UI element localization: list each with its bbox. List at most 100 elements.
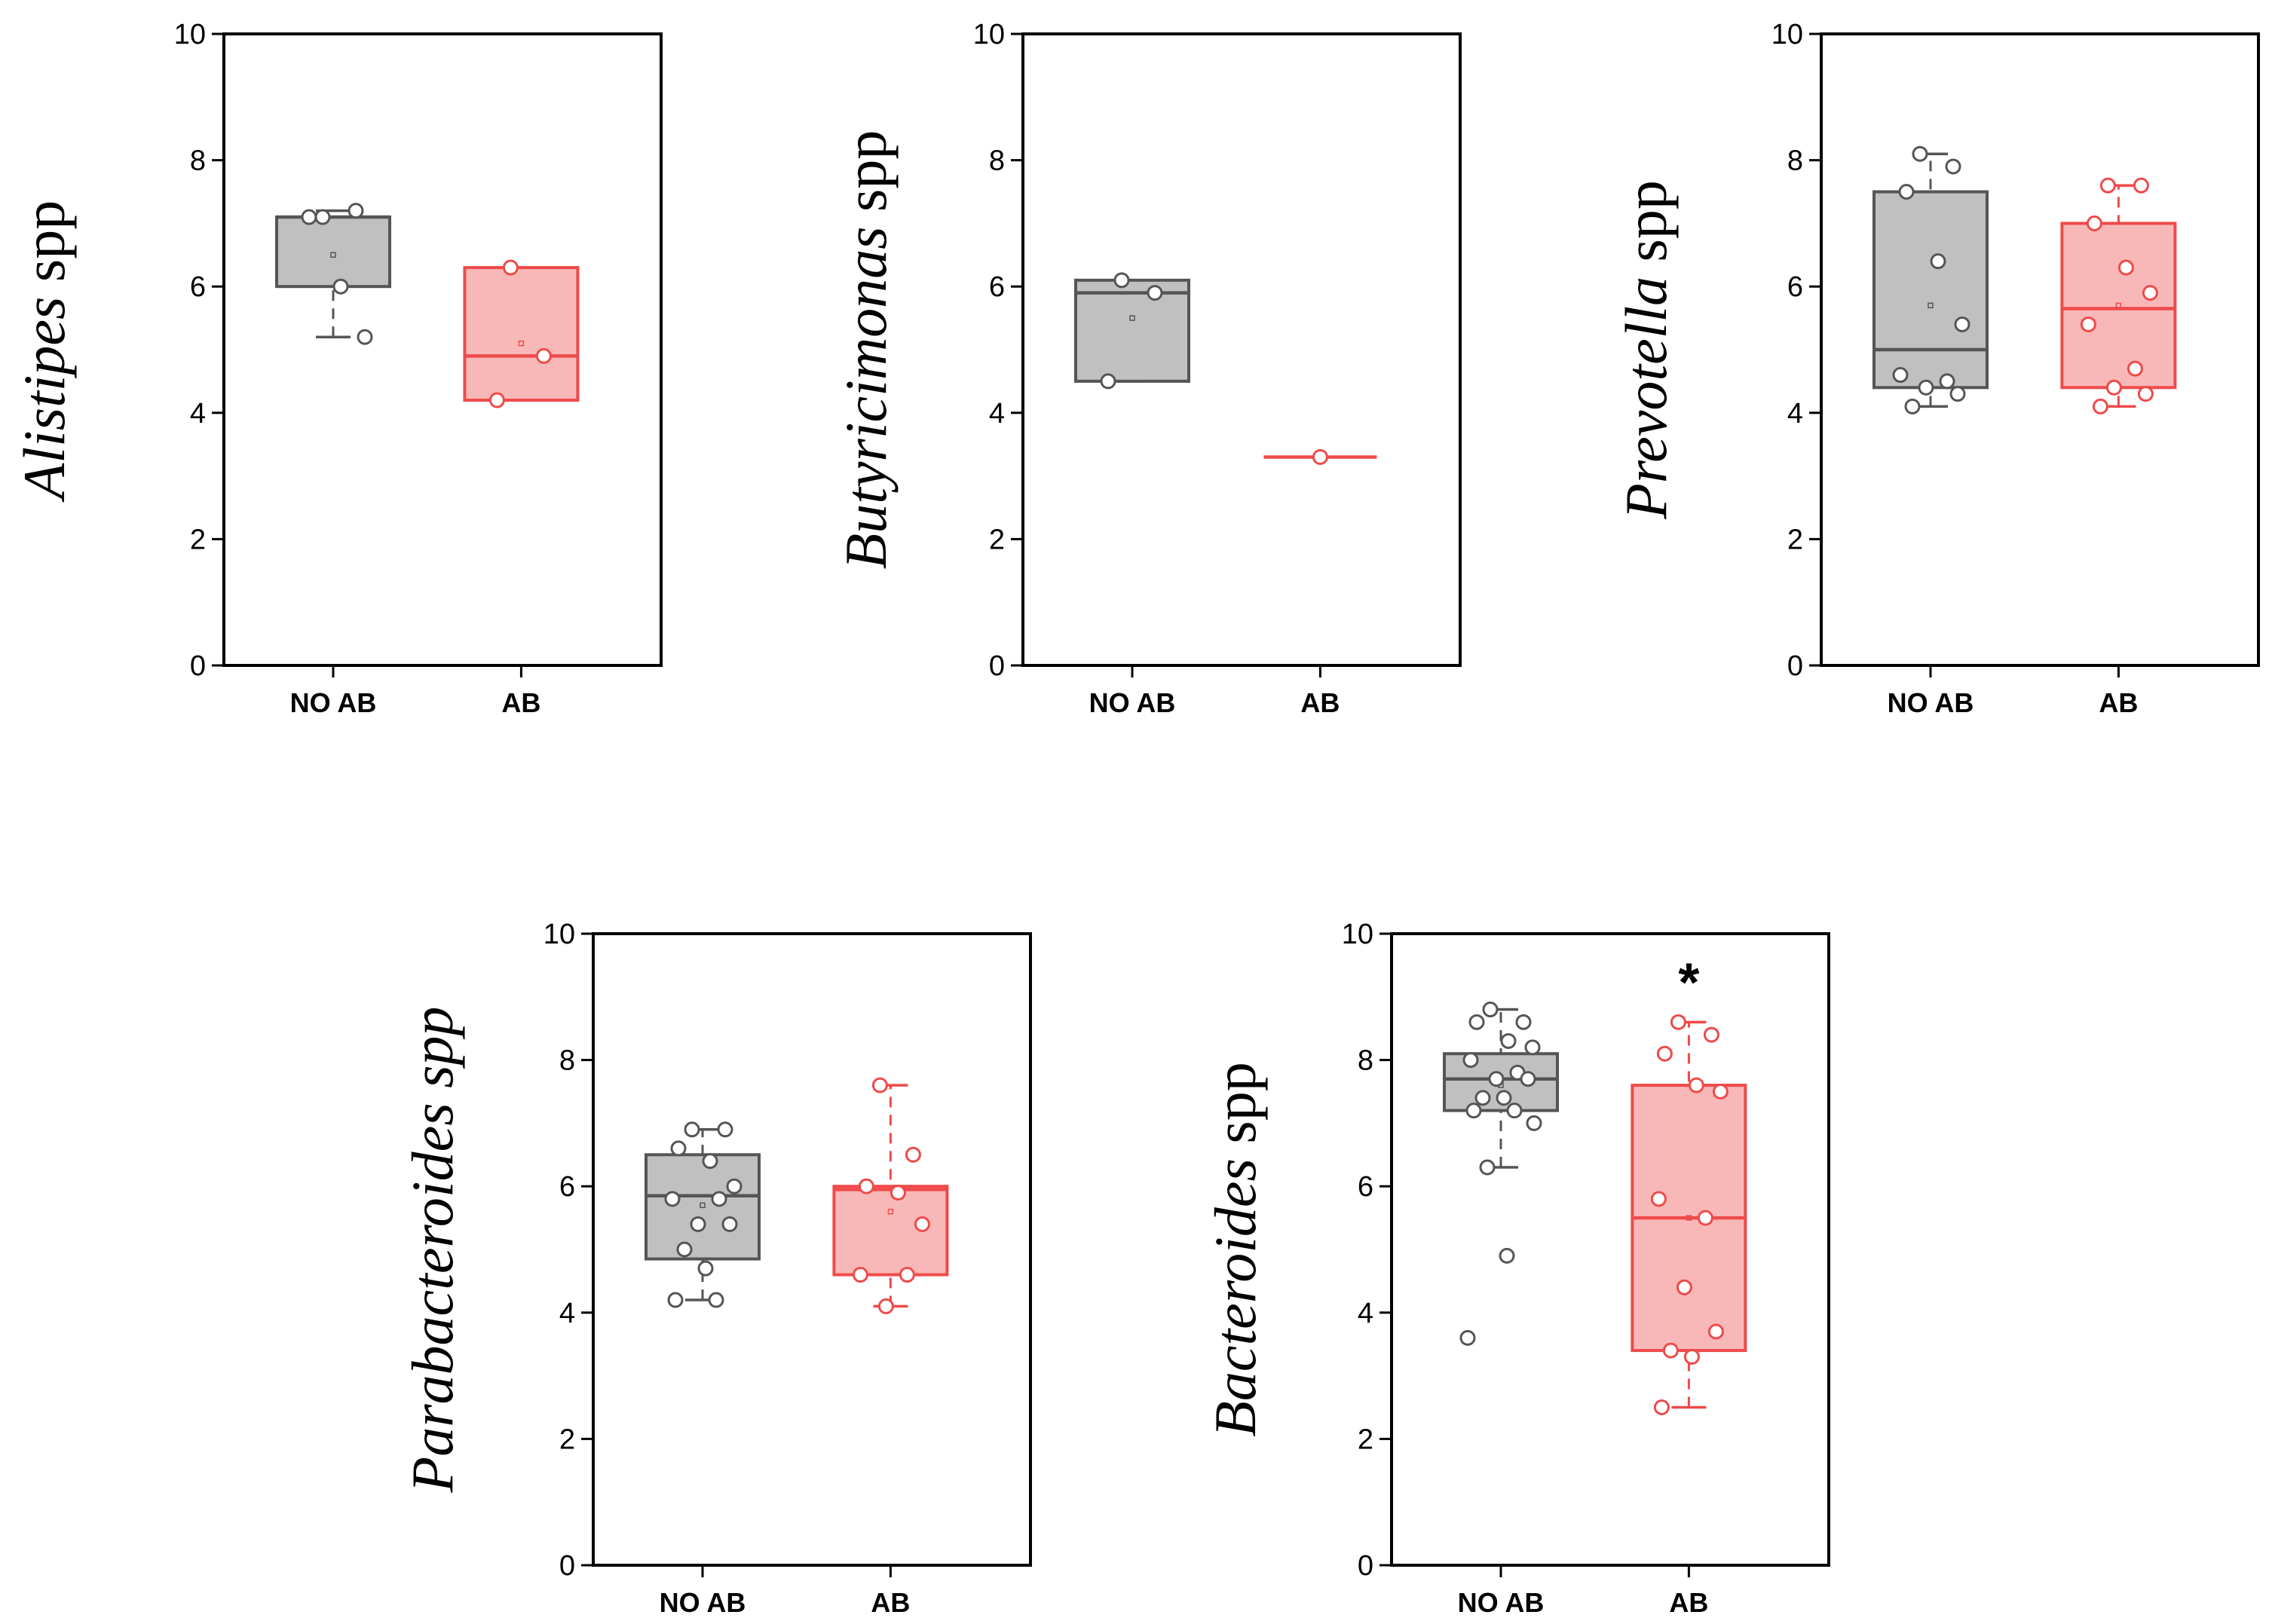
mean-marker: [518, 340, 525, 347]
y-tick-label: 2: [190, 524, 206, 555]
mean-marker: [887, 1208, 894, 1215]
y-tick-label: 10: [544, 919, 575, 950]
x-tick-label: AB: [2099, 687, 2138, 718]
box-iqr: [2060, 222, 2177, 390]
y-axis-label-genus: Butyricimonas: [833, 226, 899, 569]
data-point: [914, 1216, 930, 1232]
box-iqr: [275, 216, 391, 289]
data-point: [1506, 1103, 1523, 1119]
y-tick-label: 6: [559, 1171, 575, 1203]
mean-marker: [1686, 1215, 1692, 1221]
data-point: [488, 392, 505, 408]
data-point: [2117, 259, 2134, 276]
x-tick-label: NO AB: [1888, 687, 1974, 718]
y-axis-label: Butyricimonas spp: [833, 130, 899, 570]
y-axis-label: Bacteroides spp: [1202, 1062, 1268, 1437]
y-axis-label-genus: Prevotella: [1613, 277, 1679, 520]
series-ab: [2060, 177, 2177, 414]
data-point: [1650, 1191, 1667, 1207]
y-tick-label: 0: [1358, 1550, 1373, 1582]
y-tick-label: 0: [1787, 650, 1803, 682]
data-point: [1459, 1329, 1476, 1346]
data-point: [1499, 1247, 1515, 1264]
data-point: [1474, 1090, 1491, 1106]
data-point: [2099, 177, 2116, 194]
y-tick-label: 2: [989, 524, 1005, 555]
data-point: [1468, 1014, 1485, 1030]
x-tick-label: NO AB: [1089, 687, 1176, 718]
y-tick-label: 4: [559, 1298, 575, 1329]
data-point: [1670, 1014, 1686, 1030]
y-tick-label: 10: [973, 19, 1005, 50]
data-point: [2086, 215, 2102, 231]
data-point: [697, 1260, 714, 1277]
data-point: [1662, 1342, 1679, 1359]
y-axis-label: Alistipes spp: [11, 200, 77, 503]
data-point: [1912, 145, 1928, 162]
plot-frame: [1390, 932, 1830, 1567]
data-point: [1500, 1032, 1517, 1049]
data-point: [1524, 1039, 1541, 1056]
y-tick-label: 8: [559, 1045, 575, 1077]
data-point: [1697, 1210, 1713, 1226]
y-tick-label: 10: [1342, 919, 1373, 950]
x-tick-label: AB: [1300, 687, 1340, 718]
y-tick-label: 6: [989, 271, 1005, 303]
panel-butyricimonas: 0 2 4 6 8 10 NO AB AB Butyricimonas spp: [833, 19, 1462, 718]
data-point: [1945, 158, 1961, 175]
y-tick-label: 10: [1771, 19, 1803, 50]
data-point: [1312, 448, 1328, 465]
mean-marker: [1928, 302, 1934, 309]
data-point: [1496, 1090, 1512, 1106]
data-point: [348, 203, 364, 219]
series-no-ab: [1443, 1002, 1559, 1346]
y-tick-label: 6: [190, 271, 206, 303]
data-point: [721, 1216, 738, 1232]
data-point: [871, 1077, 888, 1093]
data-point: [1688, 1077, 1704, 1093]
x-tick-label: AB: [871, 1587, 910, 1618]
data-point: [1515, 1014, 1532, 1030]
data-point: [684, 1121, 700, 1138]
data-point: [301, 209, 317, 225]
data-point: [1918, 379, 1934, 396]
data-point: [1113, 272, 1130, 289]
data-point: [332, 278, 349, 295]
plot-frame: [592, 932, 1032, 1567]
y-axis-label-suffix: spp: [833, 130, 899, 227]
box-iqr: [832, 1185, 949, 1277]
data-point: [1892, 367, 1909, 384]
panel-bacteroides: 0 2 4 6 8 10 NO AB AB Bacteroides spp *: [1202, 919, 1830, 1618]
y-tick-label: 4: [1358, 1298, 1373, 1329]
mean-marker: [1129, 315, 1135, 321]
data-point: [890, 1185, 906, 1201]
data-point: [1712, 1084, 1729, 1099]
data-point: [877, 1298, 894, 1314]
data-point: [2092, 398, 2108, 414]
y-tick-label: 8: [190, 145, 206, 177]
data-point: [314, 209, 331, 225]
y-axis-label-suffix: spp: [1613, 180, 1679, 277]
data-point: [905, 1146, 921, 1163]
data-point: [1683, 1348, 1700, 1365]
data-point: [1707, 1323, 1724, 1340]
x-tick-label: NO AB: [1458, 1587, 1545, 1618]
series-ab: [1631, 1014, 1747, 1415]
data-point: [1656, 1045, 1673, 1062]
data-point: [1462, 1052, 1479, 1069]
y-axis-label-genus: Alistipes: [11, 297, 77, 503]
data-point: [2142, 285, 2158, 301]
x-tick-label: NO AB: [660, 1587, 746, 1618]
data-point: [1653, 1399, 1670, 1415]
data-point: [502, 259, 519, 276]
data-point: [2080, 316, 2096, 332]
plot-frame: [1820, 32, 2260, 667]
data-point: [670, 1140, 687, 1157]
y-tick-label: 0: [559, 1550, 575, 1582]
data-point: [1100, 373, 1116, 390]
box-iqr: [1872, 190, 1989, 390]
x-tick-label: AB: [1669, 1587, 1708, 1618]
series-ab: [463, 259, 580, 408]
data-point: [711, 1191, 727, 1207]
